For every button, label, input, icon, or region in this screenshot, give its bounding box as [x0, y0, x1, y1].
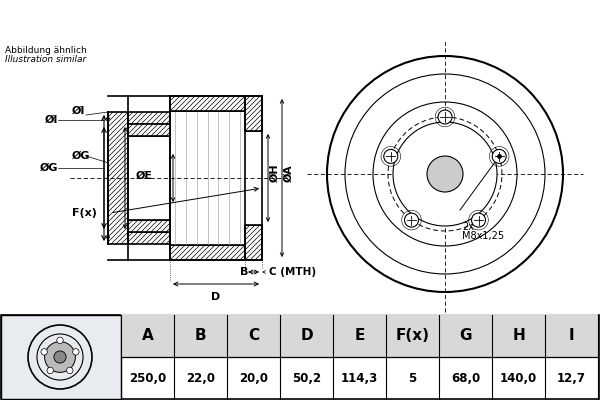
Text: ØE: ØE [136, 171, 153, 181]
Text: ØI: ØI [44, 115, 58, 125]
Bar [128, 112, 170, 124]
Circle shape [384, 149, 398, 163]
Text: M8x1,25: M8x1,25 [462, 231, 504, 241]
Circle shape [404, 213, 418, 227]
Text: Illustration similar: Illustration similar [5, 55, 86, 64]
Text: B: B [194, 328, 206, 343]
Circle shape [57, 337, 63, 344]
Text: ØG: ØG [40, 163, 58, 173]
Bar [128, 232, 170, 244]
Bar [128, 124, 170, 136]
Text: ØI: ØI [72, 106, 85, 116]
Text: 140,0: 140,0 [500, 372, 537, 385]
Text: 68,0: 68,0 [451, 372, 480, 385]
Text: D: D [300, 328, 313, 343]
Circle shape [492, 149, 506, 163]
Circle shape [44, 342, 76, 372]
Circle shape [472, 213, 485, 227]
Text: 24.0122-0193.1: 24.0122-0193.1 [134, 12, 306, 30]
Circle shape [54, 351, 66, 363]
Bar [170, 96, 245, 111]
Bar [1, 315, 121, 399]
Text: A: A [142, 328, 154, 343]
Text: F(x): F(x) [72, 208, 97, 218]
Text: E: E [355, 328, 365, 343]
Text: B: B [240, 267, 248, 277]
Text: I: I [569, 328, 574, 343]
Text: D: D [211, 292, 221, 302]
Bar [170, 111, 245, 245]
Text: 114,3: 114,3 [341, 372, 378, 385]
Text: ØG: ØG [72, 151, 91, 161]
Text: F(x): F(x) [395, 328, 430, 343]
Text: Abbildung ähnlich: Abbildung ähnlich [5, 46, 87, 55]
Circle shape [67, 367, 73, 374]
Text: ØH: ØH [270, 164, 280, 182]
Text: 2x: 2x [462, 222, 474, 232]
Text: C: C [248, 328, 259, 343]
Text: 5: 5 [409, 372, 416, 385]
Text: G: G [459, 328, 472, 343]
Circle shape [438, 110, 452, 124]
Text: 20,0: 20,0 [239, 372, 268, 385]
Bar [170, 245, 245, 260]
Text: Ø103: Ø103 [453, 174, 479, 184]
Bar [245, 96, 262, 131]
Bar [108, 112, 128, 244]
Bar [121, 314, 598, 357]
Circle shape [41, 349, 47, 355]
Bar [245, 225, 262, 260]
Bar [128, 220, 170, 232]
Text: 50,2: 50,2 [292, 372, 321, 385]
Circle shape [73, 349, 79, 355]
Circle shape [47, 367, 53, 374]
Circle shape [427, 156, 463, 192]
Text: 250,0: 250,0 [129, 372, 166, 385]
Text: 22,0: 22,0 [186, 372, 215, 385]
Text: ØA: ØA [284, 164, 294, 182]
Bar [128, 136, 170, 220]
Text: C (MTH): C (MTH) [269, 267, 316, 277]
Bar [245, 131, 262, 225]
Circle shape [393, 122, 497, 226]
Text: 422193: 422193 [389, 12, 471, 30]
Text: 12,7: 12,7 [557, 372, 586, 385]
Text: H: H [512, 328, 525, 343]
